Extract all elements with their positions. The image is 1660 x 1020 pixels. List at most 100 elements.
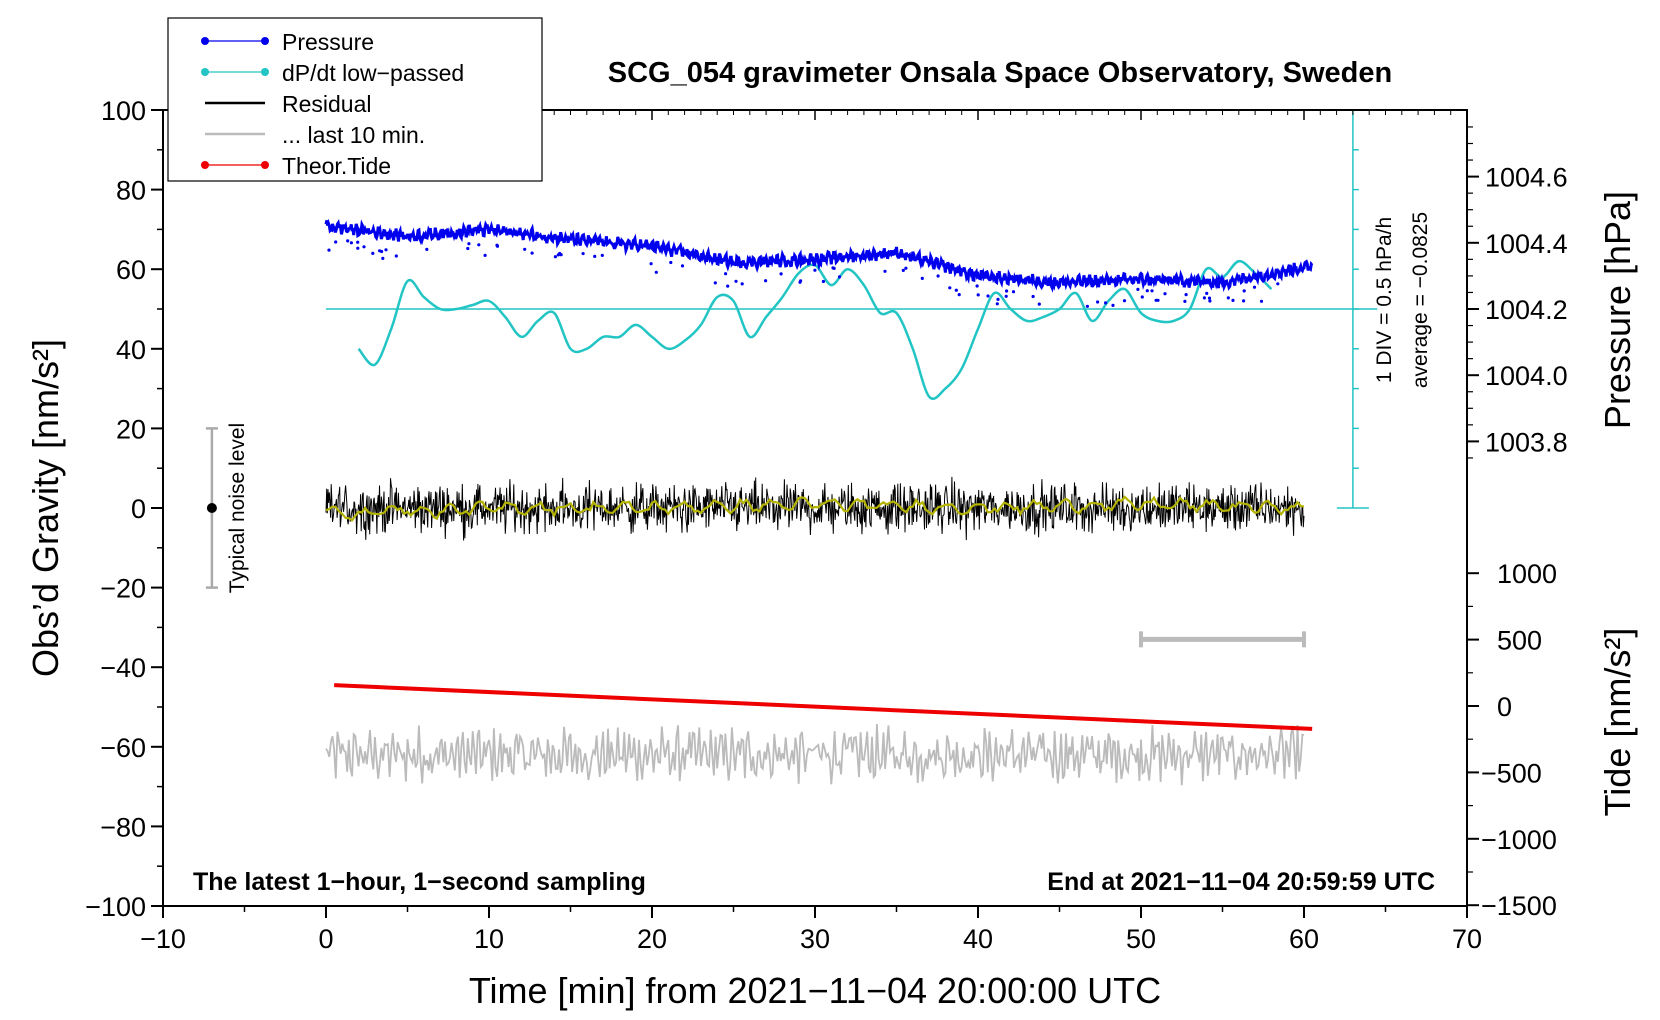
noise-level-bar: Typical noise level [205,423,249,593]
pressure-point [495,244,500,248]
x-tick-label: 0 [318,924,333,954]
x-tick-label: 60 [1289,924,1319,954]
y-tick-label-left: −100 [85,892,146,922]
pressure-point [346,239,350,243]
pressure-point [813,268,817,272]
legend-marker [261,68,269,76]
pressure-point [1037,302,1041,306]
pressure-point [734,279,738,283]
pressure-series [324,218,1314,308]
pressure-point [1136,287,1140,291]
legend-box [167,17,543,182]
pressure-point [1184,293,1188,297]
pressure-point [1202,296,1206,300]
pressure-point [371,251,375,255]
y-tick-label-left: 80 [116,176,146,206]
pressure-scale-bar: 1 DIV = 0.5 hPa/h average = −0.0825 [1336,109,1432,509]
pressure-point [1259,299,1264,303]
pressure-point [976,293,980,297]
pressure-point [327,248,331,252]
y-tick-label-left: 100 [101,96,146,126]
y-tick-label-left: 60 [116,255,146,285]
pressure-point [466,246,470,251]
pressure-point [837,275,842,279]
scale-bar-label-average: average = −0.0825 [1409,212,1432,388]
pressure-point [1207,296,1212,300]
last-10-min-window-bar [1139,631,1306,648]
pressure-tick-label: 1004.0 [1485,361,1568,391]
pressure-point [1231,298,1235,302]
legend-entries: Pressure dP/dt low−passed Residual ... last… [201,29,464,179]
pressure-point [1276,282,1280,286]
residual-smoothed-line [325,495,1305,522]
pressure-tick-label: 1004.6 [1485,163,1568,193]
pressure-point [356,240,360,244]
pressure-point [1140,295,1144,299]
legend-marker [261,161,269,169]
pressure-point [1004,294,1008,298]
pressure-point [362,245,366,249]
pressure-point [334,240,338,244]
pressure-point [1122,299,1127,303]
pressure-point [1154,298,1158,302]
noise-bar-label: Typical noise level [226,423,249,593]
last-10-min-line [325,723,1305,786]
pressure-point [1242,299,1246,303]
x-tick-label: 20 [637,924,667,954]
pressure-point [649,262,653,266]
pressure-point [996,297,1000,301]
y-axis-label-right-pressure: Pressure [hPa] [1597,191,1638,429]
pressure-point [558,251,562,256]
pressure-point [680,264,685,268]
legend-label: Theor.Tide [282,153,391,179]
pressure-point [957,293,961,297]
tide-tick-label: 1000 [1497,559,1557,589]
y-axis-label-right-tide: Tide [nm/s²] [1597,628,1638,817]
pressure-point [975,284,979,288]
last-10-min-series [325,723,1305,786]
legend-label: Residual [282,91,372,117]
pressure-point [920,276,924,280]
pressure-point [1163,292,1167,296]
pressure-point [356,246,360,250]
pressure-point [381,256,385,260]
y-tick-label-left: −20 [100,574,146,604]
y-axis-label-left: Obs’d Gravity [nm/s²] [25,339,66,677]
y-tick-label-left: −80 [100,812,146,842]
noise-bar-center [206,503,217,513]
pressure-point [904,266,908,270]
pressure-point [1242,289,1246,293]
axes: −10 0 10 20 30 40 50 60 70−100−80−60−40−20020406… [85,96,1567,954]
pressure-point [936,274,940,278]
pressure-point [1031,294,1035,299]
pressure-point [1145,289,1149,293]
annotation-end-time: End at 2021−11−04 20:59:59 UTC [1047,868,1435,896]
tide-tick-label: −1000 [1481,825,1557,855]
pressure-tick-label: 1003.8 [1485,427,1568,457]
pressure-point [349,241,353,245]
pressure-point [1104,301,1108,305]
pressure-point [394,254,398,258]
legend-marker [201,37,209,45]
legend-marker [201,68,209,76]
pressure-point [901,268,905,272]
pressure-point [581,252,585,256]
pressure-point [799,279,803,283]
theor-tide-series [334,683,1313,731]
pressure-point [477,243,481,247]
pressure-point [523,247,527,251]
legend-label: ... last 10 min. [282,122,425,148]
chart-title: SCG_054 gravimeter Onsala Space Observat… [608,57,1392,89]
pressure-point [1208,299,1212,303]
tide-tick-label: 500 [1497,626,1542,656]
tide-tick-label: −1500 [1481,891,1557,921]
pressure-point [954,288,958,292]
y-tick-label-left: −40 [100,653,146,683]
y-tick-label-left: 20 [116,414,146,444]
pressure-point [948,286,952,290]
pressure-point [483,253,487,257]
x-tick-label: 30 [800,924,830,954]
pressure-tick-label: 1004.2 [1485,295,1568,325]
pressure-point [821,279,826,284]
